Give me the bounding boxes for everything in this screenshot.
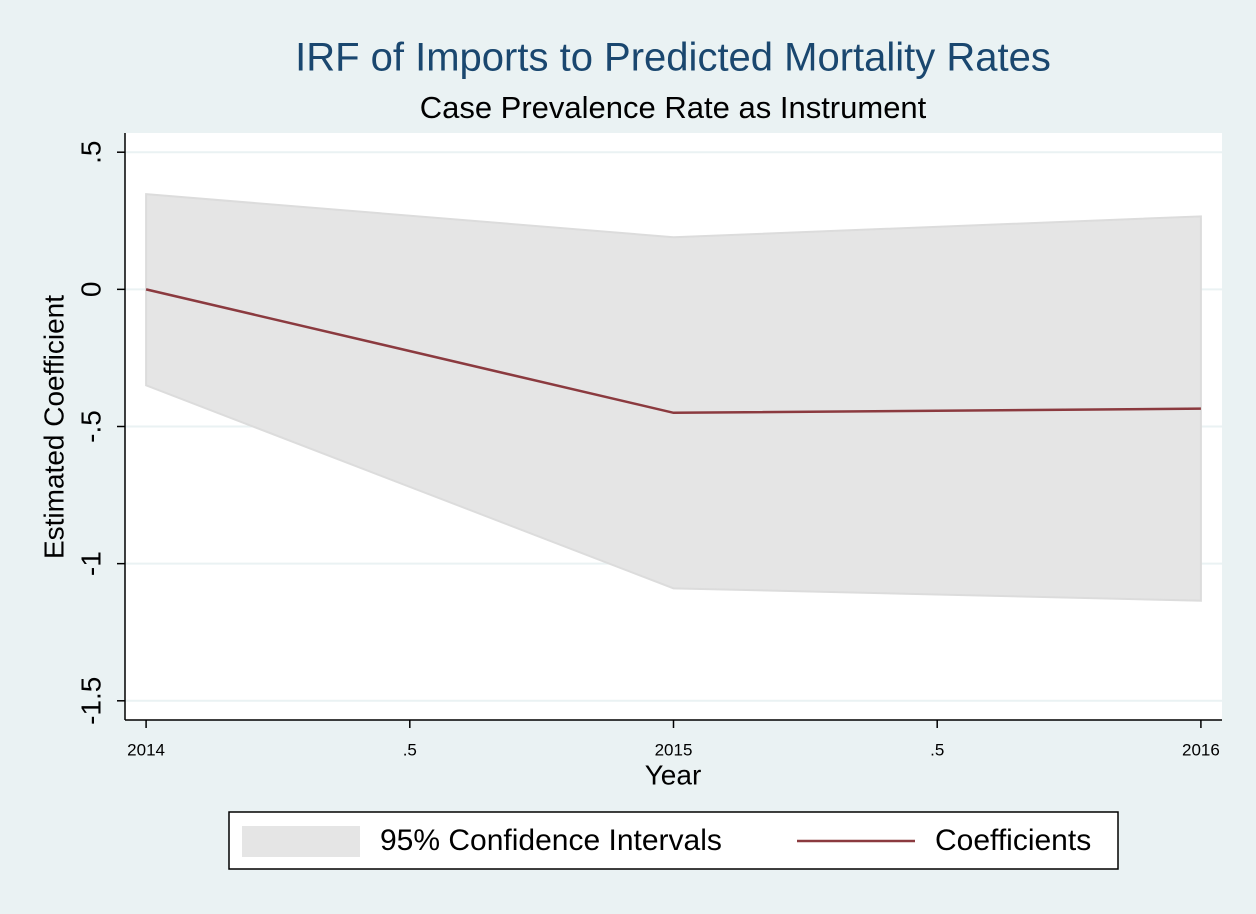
- legend-label: Coefficients: [935, 824, 1091, 857]
- y-tick-label: -1.5: [75, 677, 106, 725]
- x-tick-label: 2016: [1182, 740, 1220, 759]
- y-axis-title: Estimated Coefficient: [38, 295, 69, 559]
- y-tick-label: -1: [75, 551, 106, 576]
- x-tick-label: 2015: [655, 740, 693, 759]
- legend-label: 95% Confidence Intervals: [380, 824, 722, 857]
- x-axis-title: Year: [645, 759, 702, 790]
- confidence-band: [145, 193, 1202, 602]
- chart-title: IRF of Imports to Predicted Mortality Ra…: [295, 36, 1051, 80]
- coefficient-line: [145, 288, 1201, 415]
- legend: [228, 811, 1119, 870]
- x-tick-label: .5: [403, 740, 417, 759]
- x-tick-label: 2014: [127, 740, 165, 759]
- chart-subtitle: Case Prevalence Rate as Instrument: [420, 90, 927, 125]
- y-tick-label: 0: [75, 282, 106, 298]
- legend-swatch: [242, 826, 360, 857]
- y-tick-label: -.5: [75, 410, 106, 443]
- x-tick-label: .5: [930, 740, 944, 759]
- y-tick-label: .5: [75, 141, 106, 164]
